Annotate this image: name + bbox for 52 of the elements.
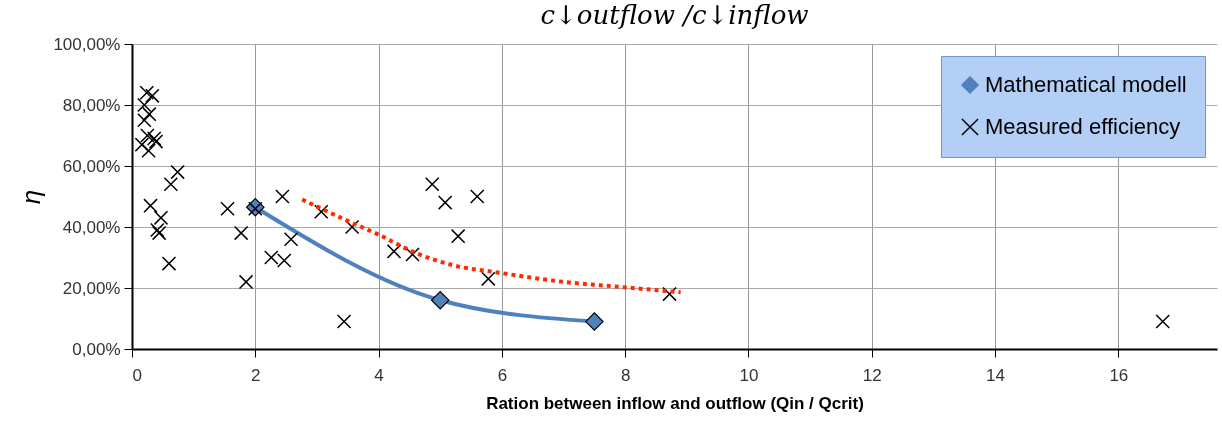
legend-label: Mathematical modell [985, 72, 1187, 97]
point [430, 290, 450, 310]
y-tick-label: 100,00% [53, 34, 121, 54]
y-tick-label: 20,00% [62, 278, 121, 298]
y-tick-label: 0,00% [72, 339, 121, 359]
point [137, 97, 152, 113]
point [585, 312, 604, 331]
point [163, 177, 179, 192]
y-tick-label: 60,00% [62, 156, 121, 176]
point [386, 244, 402, 259]
y-tick-label: 40,00% [62, 217, 121, 237]
point [140, 128, 155, 143]
x-axis-title: Ration between inflow and outflow (Qin / Qcrit) [486, 393, 864, 413]
x-tick-label: 16 [1109, 365, 1129, 385]
x-tick-label: 12 [862, 365, 882, 385]
point [469, 189, 485, 204]
point [141, 143, 156, 159]
point [238, 274, 254, 290]
point [139, 85, 155, 101]
point [344, 219, 360, 235]
point [145, 88, 160, 104]
point [437, 195, 453, 210]
y-axis-title: η [16, 189, 47, 205]
point [141, 106, 157, 122]
x-tick-label: 0 [132, 365, 142, 385]
x-tick-label: 14 [986, 365, 1006, 385]
point [153, 210, 169, 226]
point [161, 256, 177, 271]
point [424, 177, 440, 192]
point [283, 231, 299, 247]
point [275, 189, 290, 204]
point [662, 286, 677, 302]
point [170, 164, 185, 180]
point [1155, 314, 1171, 329]
point [220, 201, 235, 216]
point [405, 247, 420, 262]
point [233, 225, 249, 241]
x-tick-label: 10 [739, 365, 759, 385]
point [313, 204, 329, 220]
point [143, 198, 158, 213]
x-tick-label: 2 [251, 365, 261, 385]
x-tick-label: 4 [374, 365, 384, 385]
point [450, 228, 466, 244]
point [336, 314, 352, 329]
text: c↓outflow /c↓inflow [540, 0, 809, 30]
line-series [300, 197, 683, 295]
legend-label: Measured efficiency [985, 114, 1181, 139]
x-tick-label: 8 [620, 365, 631, 385]
point [137, 112, 152, 128]
x-tick-label: 6 [497, 365, 508, 385]
point [481, 271, 496, 287]
y-tick-label: 80,00% [62, 95, 121, 115]
